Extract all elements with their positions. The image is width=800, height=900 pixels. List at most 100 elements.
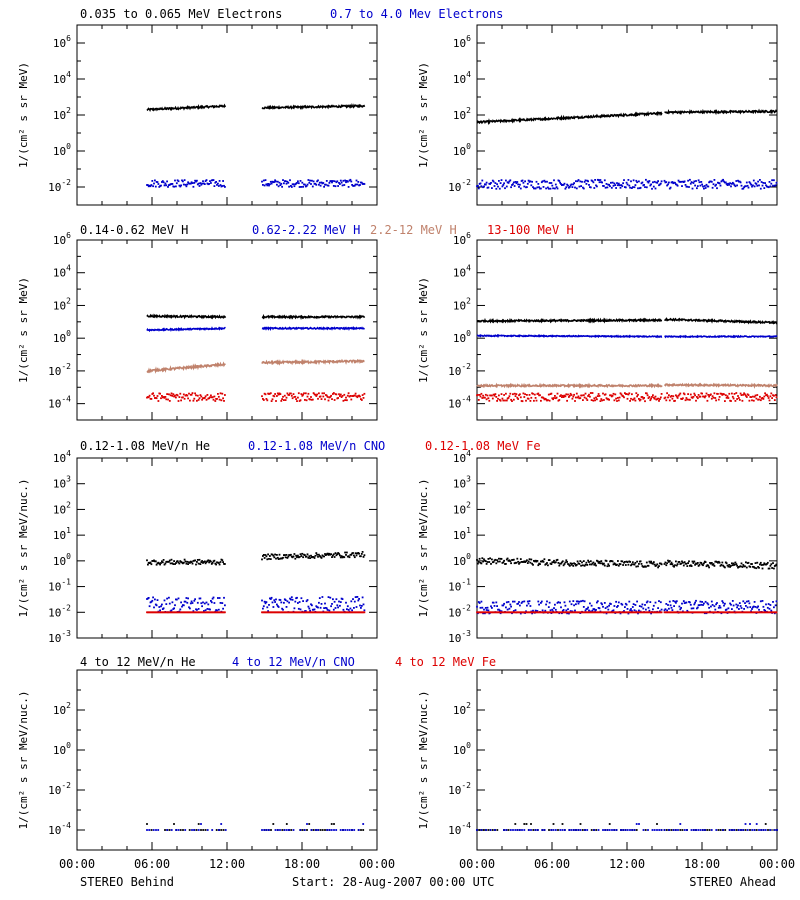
- data-point: [191, 392, 194, 394]
- data-point: [294, 557, 297, 560]
- series-line: [477, 333, 663, 339]
- data-point: [575, 187, 578, 190]
- data-point: [676, 397, 679, 399]
- data-point: [775, 396, 778, 399]
- data-point: [548, 559, 551, 561]
- data-point: [210, 560, 212, 563]
- data-point: [698, 563, 701, 566]
- data-point: [485, 398, 488, 401]
- data-point: [692, 182, 695, 184]
- data-point: [697, 394, 700, 396]
- data-point: [621, 560, 624, 563]
- data-point: [224, 394, 226, 396]
- data-point: [674, 600, 676, 603]
- data-point: [277, 558, 280, 560]
- data-point: [342, 608, 345, 611]
- data-point: [302, 600, 304, 602]
- data-point: [671, 181, 674, 183]
- data-point: [652, 185, 655, 188]
- data-point: [515, 561, 518, 564]
- data-point: [341, 395, 344, 397]
- data-point: [537, 564, 540, 567]
- data-point: [679, 392, 682, 395]
- data-point: [639, 560, 642, 563]
- data-point: [763, 395, 766, 398]
- data-point: [717, 829, 720, 831]
- data-point: [629, 561, 631, 563]
- data-point: [636, 560, 638, 563]
- data-point: [756, 561, 759, 564]
- data-point: [755, 829, 758, 831]
- data-point: [741, 399, 744, 402]
- data-point: [510, 562, 512, 565]
- data-point: [649, 399, 652, 402]
- data-point: [294, 395, 297, 398]
- data-point: [615, 829, 618, 831]
- data-point: [486, 394, 489, 397]
- data-point: [543, 179, 546, 182]
- data-point: [774, 564, 777, 567]
- series-line: [261, 103, 366, 111]
- data-point: [495, 187, 498, 190]
- data-point: [349, 607, 352, 610]
- data-point: [577, 395, 580, 398]
- data-point: [696, 562, 699, 564]
- data-point: [279, 393, 282, 395]
- data-point: [646, 600, 649, 603]
- data-point: [266, 606, 269, 609]
- data-point: [318, 555, 321, 557]
- data-point: [682, 397, 684, 400]
- data-point: [328, 182, 331, 184]
- data-point: [576, 600, 579, 603]
- data-point: [759, 561, 762, 564]
- data-point: [626, 397, 629, 400]
- data-point: [699, 184, 702, 187]
- data-point: [659, 610, 661, 613]
- data-point: [711, 186, 714, 189]
- data-point: [628, 600, 631, 603]
- data-point: [596, 395, 599, 397]
- data-point: [568, 829, 571, 831]
- data-point: [656, 563, 659, 566]
- data-point: [173, 607, 175, 610]
- series: [476, 178, 778, 190]
- data-point: [313, 557, 316, 559]
- y-tick-label: 102: [453, 106, 471, 122]
- data-point: [352, 552, 354, 554]
- data-point: [206, 394, 209, 396]
- data-point: [568, 186, 571, 188]
- data-point: [730, 400, 732, 402]
- data-point: [769, 564, 772, 567]
- data-point: [164, 829, 166, 831]
- data-point: [539, 563, 541, 565]
- data-point: [750, 396, 752, 398]
- data-point: [760, 829, 763, 831]
- data-point: [307, 605, 310, 608]
- data-point: [191, 562, 194, 565]
- data-point: [505, 185, 508, 188]
- data-point: [507, 397, 510, 399]
- data-point: [205, 398, 208, 401]
- data-point: [546, 600, 548, 603]
- data-point: [747, 561, 750, 564]
- data-point: [545, 398, 547, 401]
- data-point: [652, 181, 654, 184]
- data-point: [336, 604, 339, 607]
- data-point: [204, 609, 207, 612]
- data-point: [167, 186, 169, 188]
- data-point: [332, 180, 334, 182]
- data-point: [603, 179, 606, 182]
- data-point: [567, 393, 569, 396]
- data-point: [647, 181, 650, 184]
- data-point: [679, 823, 682, 825]
- data-point: [523, 600, 526, 603]
- data-point: [603, 185, 605, 187]
- data-point: [209, 559, 211, 562]
- data-point: [538, 186, 540, 189]
- data-point: [341, 598, 344, 600]
- data-point: [565, 609, 568, 612]
- data-point: [197, 399, 200, 401]
- data-point: [196, 179, 198, 182]
- data-point: [190, 600, 193, 603]
- data-point: [686, 829, 688, 831]
